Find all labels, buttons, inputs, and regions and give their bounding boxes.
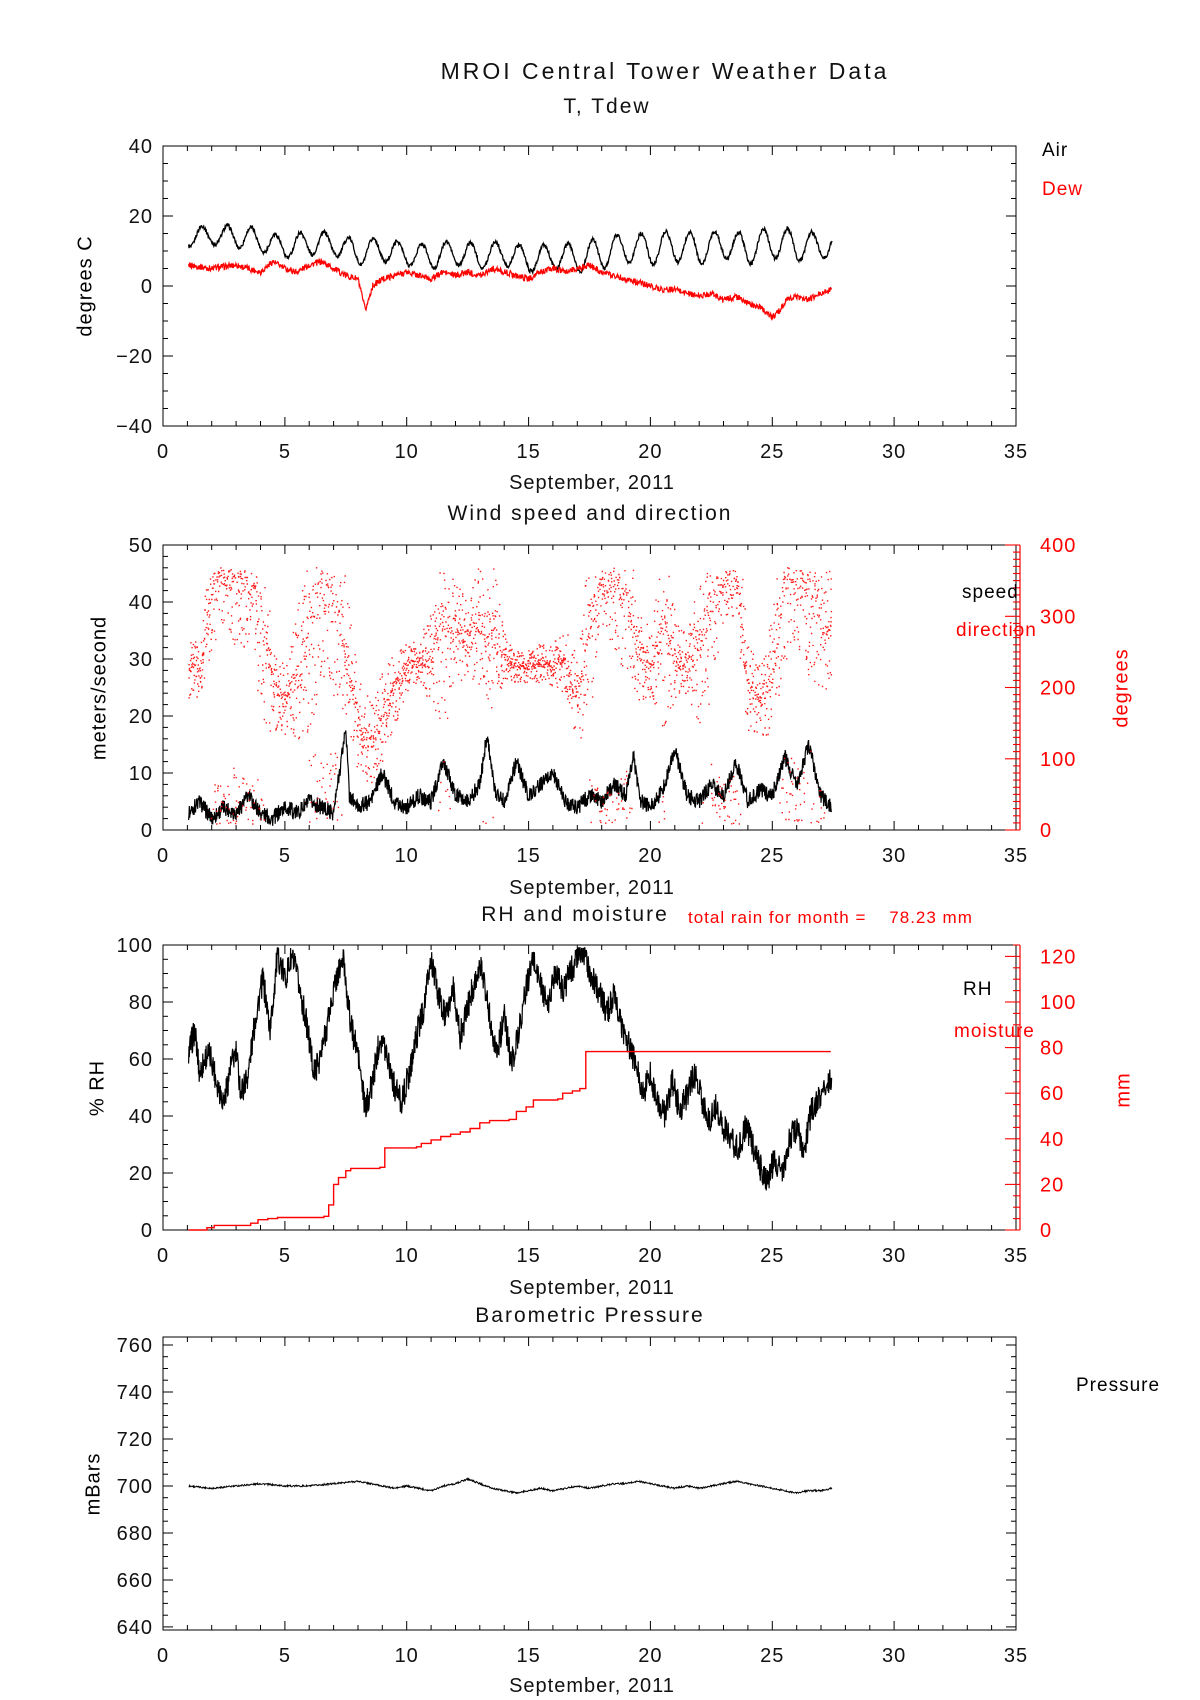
svg-text:20: 20 [1040,1174,1064,1196]
svg-text:0: 0 [141,820,153,842]
svg-text:10: 10 [395,1245,419,1267]
svg-text:20: 20 [638,441,662,463]
svg-text:40: 40 [1040,1129,1064,1151]
legend-dew: Dew [1042,179,1084,200]
svg-text:50: 50 [129,535,153,557]
pressure-xaxis-caption: September, 2011 [509,1675,675,1697]
svg-text:30: 30 [882,1645,906,1667]
legend-pressure: Pressure [1076,1375,1161,1396]
total-rain-annotation: total rain for month = 78.23 mm [688,908,973,927]
humidity-plot-title: RH and moisture [481,903,669,926]
svg-text:80: 80 [1040,1038,1064,1060]
page-title: MROI Central Tower Weather Data [440,58,890,84]
svg-text:5: 5 [279,1245,291,1267]
wind-xaxis-caption: September, 2011 [509,877,675,899]
svg-text:20: 20 [638,845,662,867]
legend-rh: RH [963,979,993,1000]
svg-text:20: 20 [129,706,153,728]
svg-text:5: 5 [279,845,291,867]
legend-air: Air [1042,140,1069,161]
svg-text:30: 30 [882,845,906,867]
svg-text:35: 35 [1004,1245,1028,1267]
svg-text:35: 35 [1004,845,1028,867]
svg-text:5: 5 [279,441,291,463]
wind-yaxis-label: meters/second [88,615,111,761]
svg-text:−20: −20 [116,346,153,368]
svg-text:200: 200 [1040,678,1076,700]
humidity-y2axis-label: mm [1112,1072,1135,1108]
svg-text:300: 300 [1040,606,1076,628]
legend-moisture: moisture [954,1021,1035,1042]
svg-text:0: 0 [1040,820,1052,842]
svg-text:100: 100 [117,935,153,957]
svg-text:10: 10 [395,845,419,867]
svg-text:40: 40 [129,592,153,614]
wind-plot-title: Wind speed and direction [447,502,733,525]
svg-text:20: 20 [638,1645,662,1667]
svg-text:80: 80 [129,992,153,1014]
svg-text:25: 25 [760,441,784,463]
svg-text:30: 30 [129,649,153,671]
svg-text:0: 0 [157,845,169,867]
svg-text:40: 40 [129,136,153,158]
svg-text:15: 15 [516,1245,540,1267]
svg-text:700: 700 [117,1476,153,1498]
svg-text:0: 0 [1040,1220,1052,1242]
svg-text:0: 0 [141,276,153,298]
svg-text:15: 15 [516,845,540,867]
svg-text:400: 400 [1040,535,1076,557]
svg-text:660: 660 [117,1570,153,1592]
temperature-plot-title: T, Tdew [563,95,651,118]
svg-text:0: 0 [141,1220,153,1242]
humidity-xaxis-caption: September, 2011 [509,1277,675,1299]
svg-text:30: 30 [882,441,906,463]
svg-text:20: 20 [129,206,153,228]
svg-text:0: 0 [157,1245,169,1267]
svg-text:40: 40 [129,1106,153,1128]
svg-text:10: 10 [129,763,153,785]
svg-text:60: 60 [129,1049,153,1071]
svg-text:60: 60 [1040,1083,1064,1105]
pressure-yaxis-label: mBars [82,1452,105,1516]
humidity-yaxis-label: % RH [86,1059,109,1117]
svg-text:0: 0 [157,1645,169,1667]
svg-text:20: 20 [129,1163,153,1185]
svg-text:0: 0 [157,441,169,463]
svg-text:680: 680 [117,1523,153,1545]
svg-text:740: 740 [117,1382,153,1404]
svg-text:100: 100 [1040,992,1076,1014]
legend-speed: speed [962,582,1019,603]
svg-text:760: 760 [117,1335,153,1357]
svg-text:25: 25 [760,1245,784,1267]
svg-text:10: 10 [395,1645,419,1667]
svg-text:720: 720 [117,1429,153,1451]
svg-text:15: 15 [516,1645,540,1667]
legend-direction: direction [956,620,1037,641]
pressure-plot-title: Barometric Pressure [475,1304,705,1327]
temperature-xaxis-caption: September, 2011 [509,472,675,494]
svg-text:640: 640 [117,1617,153,1639]
svg-text:25: 25 [760,845,784,867]
svg-text:35: 35 [1004,1645,1028,1667]
svg-text:15: 15 [516,441,540,463]
svg-text:120: 120 [1040,946,1076,968]
svg-text:20: 20 [638,1245,662,1267]
svg-text:30: 30 [882,1245,906,1267]
svg-text:25: 25 [760,1645,784,1667]
temperature-yaxis-label: degrees C [74,235,97,337]
svg-text:5: 5 [279,1645,291,1667]
wind-y2axis-label: degrees [1110,648,1133,728]
svg-text:35: 35 [1004,441,1028,463]
svg-text:10: 10 [395,441,419,463]
svg-text:100: 100 [1040,749,1076,771]
svg-text:−40: −40 [116,416,153,438]
